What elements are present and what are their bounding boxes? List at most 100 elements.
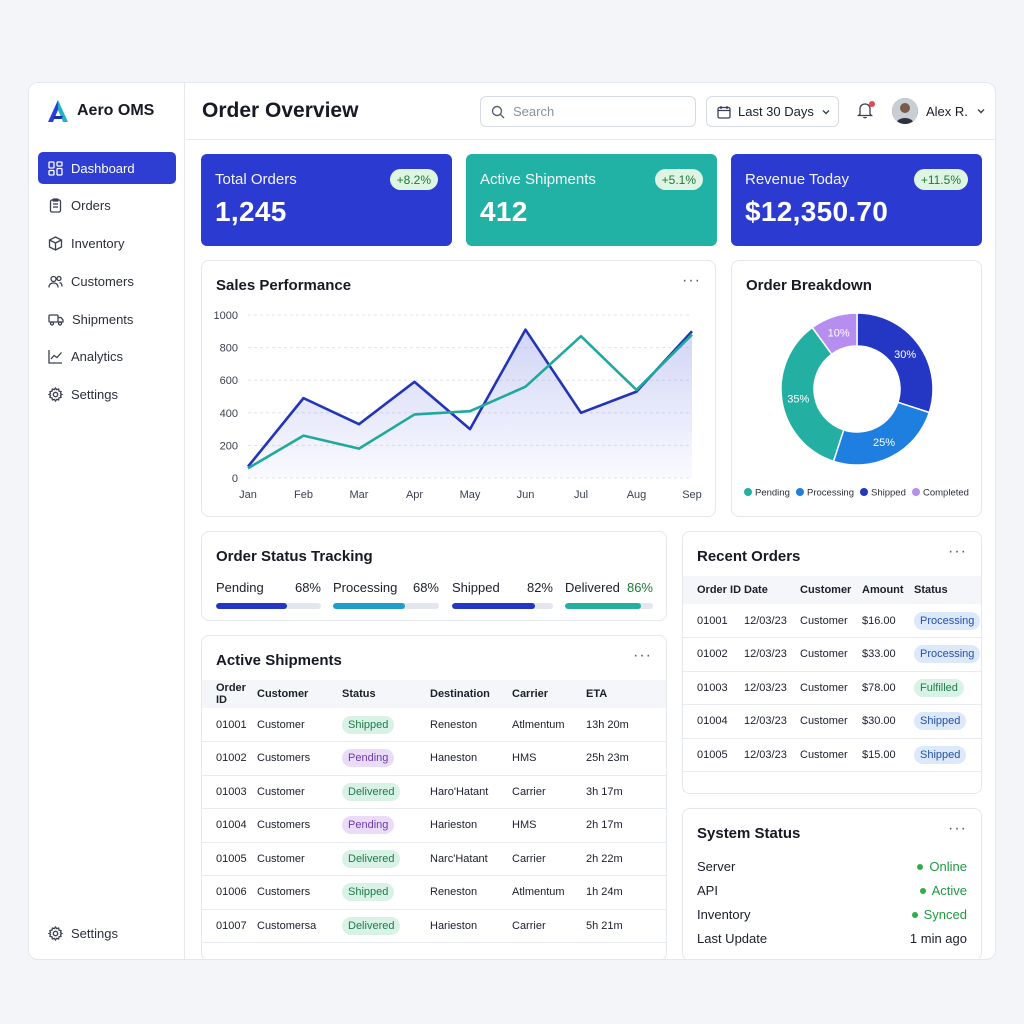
card-title: Order Breakdown — [746, 277, 872, 294]
order-id-cell: 01005 — [697, 748, 728, 761]
tracker-label: Delivered — [565, 580, 620, 595]
status-cell: Pending — [342, 809, 430, 843]
kpi-total-orders[interactable]: Total Orders 1,245 +8.2% — [201, 154, 452, 246]
sidebar-item-orders[interactable]: Orders — [38, 190, 176, 222]
column-header[interactable]: Amount — [862, 584, 904, 596]
status-badge: Delivered — [342, 782, 401, 801]
table-row[interactable]: 01002 12/03/23 Customer $33.00 Processing — [683, 638, 981, 671]
notification-badge — [869, 101, 875, 107]
sidebar-item-inventory[interactable]: Inventory — [38, 228, 176, 260]
more-options-button[interactable]: ··· — [682, 272, 701, 289]
column-header[interactable]: Order ID — [216, 682, 246, 706]
eta-cell: 25h 23m — [586, 752, 629, 765]
status-badge: Pending — [342, 816, 395, 835]
system-status-row: API Active — [697, 883, 967, 898]
column-header[interactable]: Status — [914, 584, 948, 596]
carrier-cell: Atlmentum — [512, 718, 565, 731]
sidebar-item-customers[interactable]: Customers — [38, 265, 176, 297]
column-header[interactable]: Order ID — [697, 584, 742, 596]
search-box[interactable] — [480, 96, 696, 127]
chevron-down-icon — [977, 109, 985, 114]
column-header[interactable]: Customer — [800, 584, 852, 596]
column-header[interactable]: Date — [744, 584, 768, 596]
customer-cell: Customersa — [257, 919, 317, 932]
legend-label: Pending — [755, 488, 790, 499]
status-text: Active — [931, 883, 967, 898]
table-row[interactable]: 01003 Customer Delivered Haro'Hatant Carrier… — [202, 775, 666, 809]
customer-cell: Customer — [257, 785, 305, 798]
status-cell: Delivered — [342, 775, 430, 809]
search-input[interactable] — [513, 104, 683, 119]
table-row[interactable]: 01004 Customers Pending Harieston HMS 2h 17m — [202, 809, 666, 843]
tracker-percent: 68% — [412, 580, 439, 595]
kpi-active-shipments[interactable]: Active Shipments 412 +5.1% — [466, 154, 717, 246]
customer-cell: Customer — [800, 648, 848, 661]
customer-cell: Customer — [257, 852, 305, 865]
table-row[interactable]: 01005 Customer Delivered Narc'Hatant Carrier… — [202, 842, 666, 876]
table-row[interactable]: 01002 Customers Pending Haneston HMS 25h 23m — [202, 742, 666, 775]
order-id-cell: 01004 — [697, 715, 728, 728]
table-row[interactable]: 01001 12/03/23 Customer $16.00 Processing — [683, 604, 981, 638]
status-badge: Processing — [914, 611, 981, 630]
more-options-button[interactable]: ··· — [948, 820, 967, 837]
column-header[interactable]: ETA — [586, 688, 608, 700]
status-text: Online — [929, 859, 967, 874]
x-tick-label: Feb — [294, 489, 313, 501]
more-options-button[interactable]: ··· — [633, 647, 652, 664]
table-row[interactable]: 01005 12/03/23 Customer $15.00 Shipped — [683, 738, 981, 772]
sidebar-item-settings[interactable]: Settings — [38, 379, 176, 411]
table-row[interactable]: 01006 Customers Shipped Reneston Atlmentum 1h… — [202, 876, 666, 909]
customer-cell: Customer — [257, 718, 305, 731]
order-id-cell: 01002 — [216, 752, 247, 765]
system-status-value: Synced — [911, 907, 967, 922]
legend-swatch — [860, 488, 868, 496]
customer-cell: Customer — [800, 715, 848, 728]
sidebar-bottom: Settings — [38, 917, 176, 955]
status-dot — [911, 911, 918, 918]
column-header[interactable]: Status — [342, 688, 376, 700]
sidebar-item-dashboard[interactable]: Dashboard — [38, 152, 176, 184]
series-line — [247, 333, 693, 470]
table-row[interactable]: 01001 Customer Shipped Reneston Atlmentum 13h… — [202, 708, 666, 742]
progress-bar — [452, 603, 553, 609]
status-dot — [919, 887, 926, 894]
carrier-cell: Atlmentum — [512, 886, 565, 899]
table-row[interactable]: 01007 Customersa Delivered Harieston Carrier… — [202, 909, 666, 943]
tracker-delivered: Delivered 86% — [565, 580, 653, 609]
sidebar-item-label: Analytics — [71, 349, 124, 365]
progress-fill — [333, 603, 406, 609]
sidebar-item-shipments[interactable]: Shipments — [38, 303, 176, 335]
x-tick-label: Apr — [406, 489, 423, 501]
system-status-label: Last Update — [697, 931, 768, 946]
kpi-revenue-today[interactable]: Revenue Today $12,350.70 +11.5% — [731, 154, 982, 246]
user-menu[interactable]: Alex R. — [892, 98, 986, 124]
kpi-value: $12,350.70 — [745, 196, 889, 227]
date-range-dropdown[interactable]: Last 30 Days — [706, 96, 839, 127]
more-options-button[interactable]: ··· — [948, 543, 967, 560]
amount-cell: $16.00 — [862, 614, 896, 627]
sales-performance-card: Sales Performance ··· 0 200 400 600 800 1000 J… — [201, 260, 716, 517]
order-breakdown-donut: 30% 25% 35% 10% Pending Processing Shipped Comp… — [744, 312, 969, 499]
status-cell: Delivered — [342, 842, 430, 876]
order-id-cell: 01002 — [697, 648, 728, 661]
destination-cell: Narc'Hatant — [430, 852, 488, 865]
legend-swatch — [744, 488, 752, 496]
date-cell: 12/03/23 — [744, 614, 787, 627]
carrier-cell: Carrier — [512, 785, 546, 798]
sidebar-item-settings-bottom[interactable]: Settings — [38, 917, 176, 949]
brand-logo[interactable]: Aero OMS — [47, 99, 154, 123]
destination-cell: Harieston — [430, 919, 478, 932]
progress-fill — [216, 603, 288, 609]
order-id-cell: 01005 — [216, 852, 247, 865]
table-row[interactable]: 01004 12/03/23 Customer $30.00 Shipped — [683, 705, 981, 738]
date-cell: 12/03/23 — [744, 748, 787, 761]
column-header[interactable]: Destination — [430, 688, 490, 700]
calendar-icon — [717, 105, 731, 119]
sidebar-item-analytics[interactable]: Analytics — [38, 341, 176, 373]
tracker-label: Shipped — [452, 580, 500, 595]
column-header[interactable]: Customer — [257, 688, 309, 700]
column-header[interactable]: Carrier — [512, 688, 549, 700]
table-row[interactable]: 01003 12/03/23 Customer $78.00 Fulfilled — [683, 671, 981, 705]
notifications-button[interactable] — [856, 101, 875, 124]
table-header-row: Order ID Date Customer Amount Status — [683, 576, 981, 604]
